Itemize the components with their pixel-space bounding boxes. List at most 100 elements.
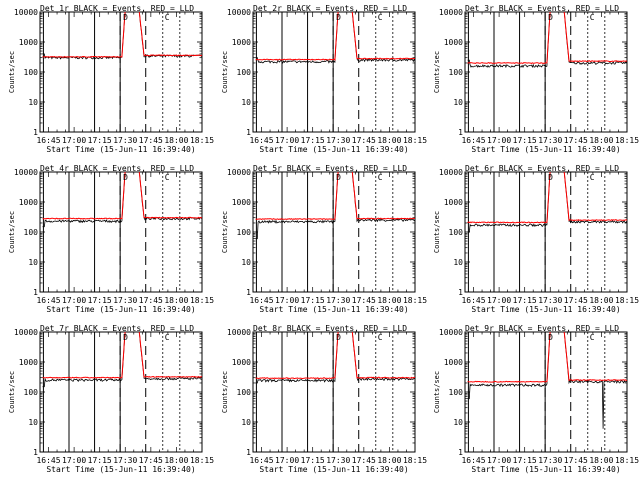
x-tick-label: 18:00 (377, 456, 401, 465)
y-tick-label: 1 (246, 448, 251, 457)
panel-4: 1 10 100 1000 10000 16:45 17:00 17:15 17:30 17:45… (8, 164, 214, 314)
y-tick-label: 10000 (227, 328, 251, 337)
x-tick-label: 17:45 (564, 136, 588, 145)
lld-series-line (42, 12, 202, 58)
marker-symbol: C (378, 333, 383, 342)
x-tick-label: 17:30 (113, 136, 137, 145)
y-tick-label: 100 (237, 68, 252, 77)
y-tick-label: 10 (453, 418, 463, 427)
y-tick-label: 100 (237, 228, 252, 237)
marker-symbol: D (336, 173, 341, 182)
marker-symbol: C (165, 173, 170, 182)
x-tick-label: 17:30 (538, 136, 562, 145)
x-axis-label: Start Time (15-Jun-11 16:39:40) (259, 145, 408, 154)
panel-title: Det 7r BLACK = Events, RED = LLD (40, 324, 194, 333)
y-tick-label: 1 (458, 288, 463, 297)
lld-series-line (255, 172, 415, 221)
lld-series-line (255, 12, 415, 61)
x-tick-label: 17:00 (62, 136, 86, 145)
x-tick-label: 17:45 (139, 136, 163, 145)
x-tick-label: 16:45 (249, 136, 273, 145)
x-tick-label: 17:45 (352, 456, 376, 465)
y-tick-label: 10000 (439, 8, 463, 17)
x-axis-label: Start Time (15-Jun-11 16:39:40) (471, 145, 620, 154)
y-tick-label: 1 (458, 128, 463, 137)
x-axis-label: Start Time (15-Jun-11 16:39:40) (259, 305, 408, 314)
y-tick-label: 1000 (444, 38, 463, 47)
plot-frame (252, 331, 416, 453)
lld-series-line (467, 12, 627, 64)
lld-series-line (42, 172, 202, 220)
y-tick-label: 10 (28, 418, 38, 427)
panel-title: Det 3r BLACK = Events, RED = LLD (465, 4, 619, 13)
x-tick-label: 17:45 (139, 456, 163, 465)
y-tick-label: 1 (33, 448, 38, 457)
x-tick-label: 17:15 (513, 136, 537, 145)
x-tick-label: 17:15 (513, 296, 537, 305)
y-tick-label: 10 (28, 258, 38, 267)
x-tick-label: 17:15 (301, 296, 325, 305)
x-tick-label: 18:15 (190, 456, 214, 465)
x-tick-label: 18:00 (589, 296, 613, 305)
x-tick-label: 18:15 (190, 296, 214, 305)
x-tick-label: 17:45 (564, 296, 588, 305)
panel-2: 1 10 100 1000 10000 16:45 17:00 17:15 17:30 17:45… (221, 4, 427, 154)
y-axis-label: Counts/sec (433, 371, 441, 413)
panel-title: Det 9r BLACK = Events, RED = LLD (465, 324, 619, 333)
y-tick-label: 10 (28, 98, 38, 107)
lld-series-line (467, 332, 627, 383)
marker-symbol: D (336, 333, 341, 342)
marker-symbol: D (548, 13, 553, 22)
x-tick-label: 18:00 (589, 456, 613, 465)
marker-symbol: C (378, 173, 383, 182)
y-tick-label: 1 (33, 288, 38, 297)
y-axis-label: Counts/sec (8, 371, 16, 413)
y-tick-label: 100 (449, 228, 464, 237)
y-tick-label: 1 (246, 128, 251, 137)
marker-symbol: C (590, 13, 595, 22)
y-tick-label: 100 (449, 388, 464, 397)
y-tick-label: 10000 (14, 8, 38, 17)
panel-3: 1 10 100 1000 10000 16:45 17:00 17:15 17:30 17:45… (433, 4, 639, 154)
x-tick-label: 16:45 (461, 136, 485, 145)
marker-symbol: D (336, 13, 341, 22)
x-axis-label: Start Time (15-Jun-11 16:39:40) (46, 145, 195, 154)
x-axis-label: Start Time (15-Jun-11 16:39:40) (471, 465, 620, 474)
panel-1: 1 10 100 1000 10000 16:45 17:00 17:15 17:30 17:45… (8, 4, 214, 154)
y-tick-label: 1000 (19, 38, 38, 47)
x-tick-label: 18:15 (615, 456, 639, 465)
x-tick-label: 17:00 (487, 456, 511, 465)
x-axis-label: Start Time (15-Jun-11 16:39:40) (471, 305, 620, 314)
panel-title: Det 1r BLACK = Events, RED = LLD (40, 4, 194, 13)
x-axis-label: Start Time (15-Jun-11 16:39:40) (259, 465, 408, 474)
x-axis-label: Start Time (15-Jun-11 16:39:40) (46, 465, 195, 474)
y-axis-label: Counts/sec (8, 51, 16, 93)
y-tick-label: 1000 (19, 198, 38, 207)
y-tick-label: 1000 (444, 358, 463, 367)
y-tick-label: 10000 (14, 328, 38, 337)
marker-symbol: D (548, 173, 553, 182)
x-tick-label: 17:15 (88, 456, 112, 465)
y-tick-label: 1000 (232, 358, 251, 367)
x-tick-label: 16:45 (36, 456, 60, 465)
x-tick-label: 17:00 (62, 296, 86, 305)
x-tick-label: 16:45 (461, 456, 485, 465)
y-tick-label: 100 (24, 68, 39, 77)
y-tick-label: 10 (453, 98, 463, 107)
x-tick-label: 18:15 (403, 136, 427, 145)
plot-frame (39, 11, 203, 133)
panel-title: Det 6r BLACK = Events, RED = LLD (465, 164, 619, 173)
x-tick-label: 17:30 (326, 296, 350, 305)
plot-frame (252, 171, 416, 293)
x-tick-label: 17:00 (487, 296, 511, 305)
panel-title: Det 5r BLACK = Events, RED = LLD (253, 164, 407, 173)
marker-symbol: C (590, 173, 595, 182)
x-tick-label: 17:15 (301, 136, 325, 145)
y-tick-label: 1 (33, 128, 38, 137)
marker-symbol: C (378, 13, 383, 22)
x-tick-label: 18:00 (589, 136, 613, 145)
y-axis-label: Counts/sec (221, 211, 229, 253)
plot-frame (464, 11, 628, 133)
y-tick-label: 1000 (19, 358, 38, 367)
x-tick-label: 17:45 (139, 296, 163, 305)
